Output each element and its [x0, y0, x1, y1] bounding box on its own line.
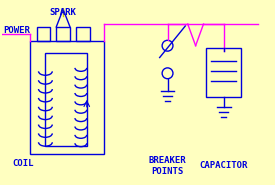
Bar	[206, 48, 241, 97]
Text: BREAKER
POINTS: BREAKER POINTS	[149, 156, 186, 176]
Bar	[37, 27, 50, 41]
Text: CAPACITOR: CAPACITOR	[199, 161, 248, 170]
Text: POWER: POWER	[3, 26, 30, 36]
Bar	[30, 41, 103, 154]
Bar	[76, 27, 90, 41]
Text: SPARK: SPARK	[50, 8, 76, 17]
Bar	[56, 27, 70, 41]
Text: COIL: COIL	[12, 159, 34, 168]
Bar	[45, 53, 87, 146]
